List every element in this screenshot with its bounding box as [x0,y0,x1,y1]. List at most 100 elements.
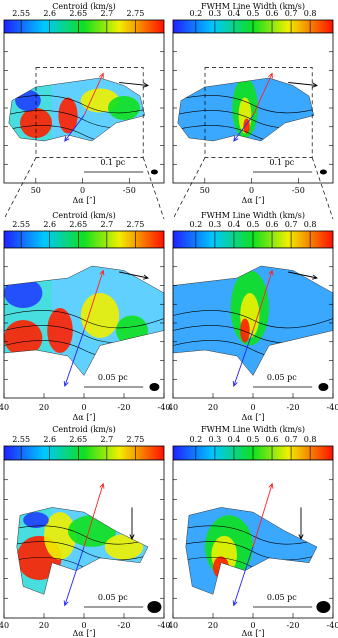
map-outline [3,265,165,376]
arrow-head [63,380,69,387]
arrow-line [233,546,254,606]
colorbar-tick-label: 0.5 [247,9,260,18]
contour [8,125,145,141]
scale-bar-label: 0.05 pc [267,373,297,382]
colorbar-tick-label: 0.4 [228,435,241,444]
colorbar-tick-label: 2.6 [43,9,56,18]
colorbar-tick-label: 0.3 [209,220,222,229]
colorbar-tick-label: 0.7 [285,9,298,18]
contour [185,541,317,561]
x-tick-label: 20 [39,621,49,630]
x-axis-label: Δα [″] [242,413,265,422]
colorbar-tick-label: 2.7 [100,220,113,229]
arrow-head [312,82,319,88]
x-tick-label: 20 [208,621,218,630]
colorbar-tick-label: 0.8 [304,9,317,18]
colorbar-title: FWHM Line Width (km/s) [201,425,305,434]
x-tick-label: -40 [327,621,338,630]
arrow-line [64,546,85,606]
contour [185,525,317,545]
arrow-head [143,82,150,88]
colorbar-tick-label: 2.75 [127,220,145,229]
colorbar-tick-label: 0.7 [285,220,298,229]
scale-bar-label: 0.1 pc [269,158,294,167]
x-tick-label: 20 [39,403,49,412]
map-patch [108,96,140,120]
arrow-head [268,72,273,79]
scale-bar-label: 0.1 pc [100,158,125,167]
colorbar-tick-label: 0.8 [304,435,317,444]
arrow-head [312,274,319,280]
contour [177,125,314,141]
arrow-head [99,72,104,79]
x-tick-label: 0 [81,403,86,412]
contour [4,310,164,329]
x-tick-label: 0 [80,186,85,195]
map-patch [4,320,43,356]
zoom-line [172,157,206,220]
colorbar-tick-label: 0.3 [209,435,222,444]
x-tick-label: 20 [208,403,218,412]
arrow-head [143,274,150,280]
colorbar-tick-label: 2.7 [100,435,113,444]
map-patch [4,278,43,308]
arrow-head [99,482,105,489]
colorbar-tick-label: 2.75 [127,9,145,18]
x-axis-label: Δα [″] [73,629,96,638]
scale-bar-label: 0.05 pc [267,593,297,602]
colorbar-tick-label: 0.2 [189,220,202,229]
colorbar-tick-label: 0.6 [266,9,279,18]
x-tick-label: 50 [200,186,210,195]
zoom-line [3,157,37,220]
scale-bar-label: 0.05 pc [98,373,128,382]
arrow-line [83,270,104,331]
arrow-head [298,534,304,541]
colorbar-tick-label: 0.6 [266,220,279,229]
x-tick-label: 0 [250,403,255,412]
colorbar [3,19,165,34]
arrow-head [232,380,238,387]
colorbar-tick-label: 2.6 [43,435,56,444]
colorbar [3,445,165,461]
arrow-line [252,270,273,331]
arrow-line [288,271,318,279]
map-outline [172,265,334,376]
colorbar-tick-label: 2.65 [69,220,87,229]
colorbar-tick-label: 2.55 [12,220,30,229]
colorbar-tick-label: 2.55 [12,435,30,444]
colorbar-title: Centroid (km/s) [52,425,116,434]
beam [150,169,158,175]
arrow-line [233,330,254,387]
colorbar-title: Centroid (km/s) [52,211,116,220]
colorbar-title: FWHM Line Width (km/s) [201,2,305,11]
map-outline [16,507,149,595]
arrow-head [99,269,105,276]
x-tick-label: -50 [123,186,136,195]
map-patch [80,293,120,338]
arrow-line [83,483,104,548]
x-tick-label: 0 [81,621,86,630]
arrow-line [252,73,273,116]
x-axis-label: Δα [″] [242,196,265,205]
contour [16,541,148,561]
scale-bar-label: 0.05 pc [98,593,128,602]
zoom-line [311,157,334,220]
colorbar-tick-label: 0.5 [247,435,260,444]
arrow-head [129,534,135,541]
colorbar-tick-label: 0.2 [189,435,202,444]
x-tick-label: -20 [118,621,131,630]
beam [147,601,162,613]
colorbar [3,230,165,249]
colorbar-tick-label: 0.6 [266,435,279,444]
x-tick-label: -20 [287,621,300,630]
beam [316,601,331,613]
zoom-line [142,157,165,220]
arrow-line [64,330,85,387]
contour [16,525,148,545]
colorbar-tick-label: 0.8 [304,220,317,229]
x-tick-label: 40 [168,403,178,412]
x-tick-label: -20 [287,403,300,412]
map-patch [47,308,73,353]
colorbar-tick-label: 0.2 [189,9,202,18]
